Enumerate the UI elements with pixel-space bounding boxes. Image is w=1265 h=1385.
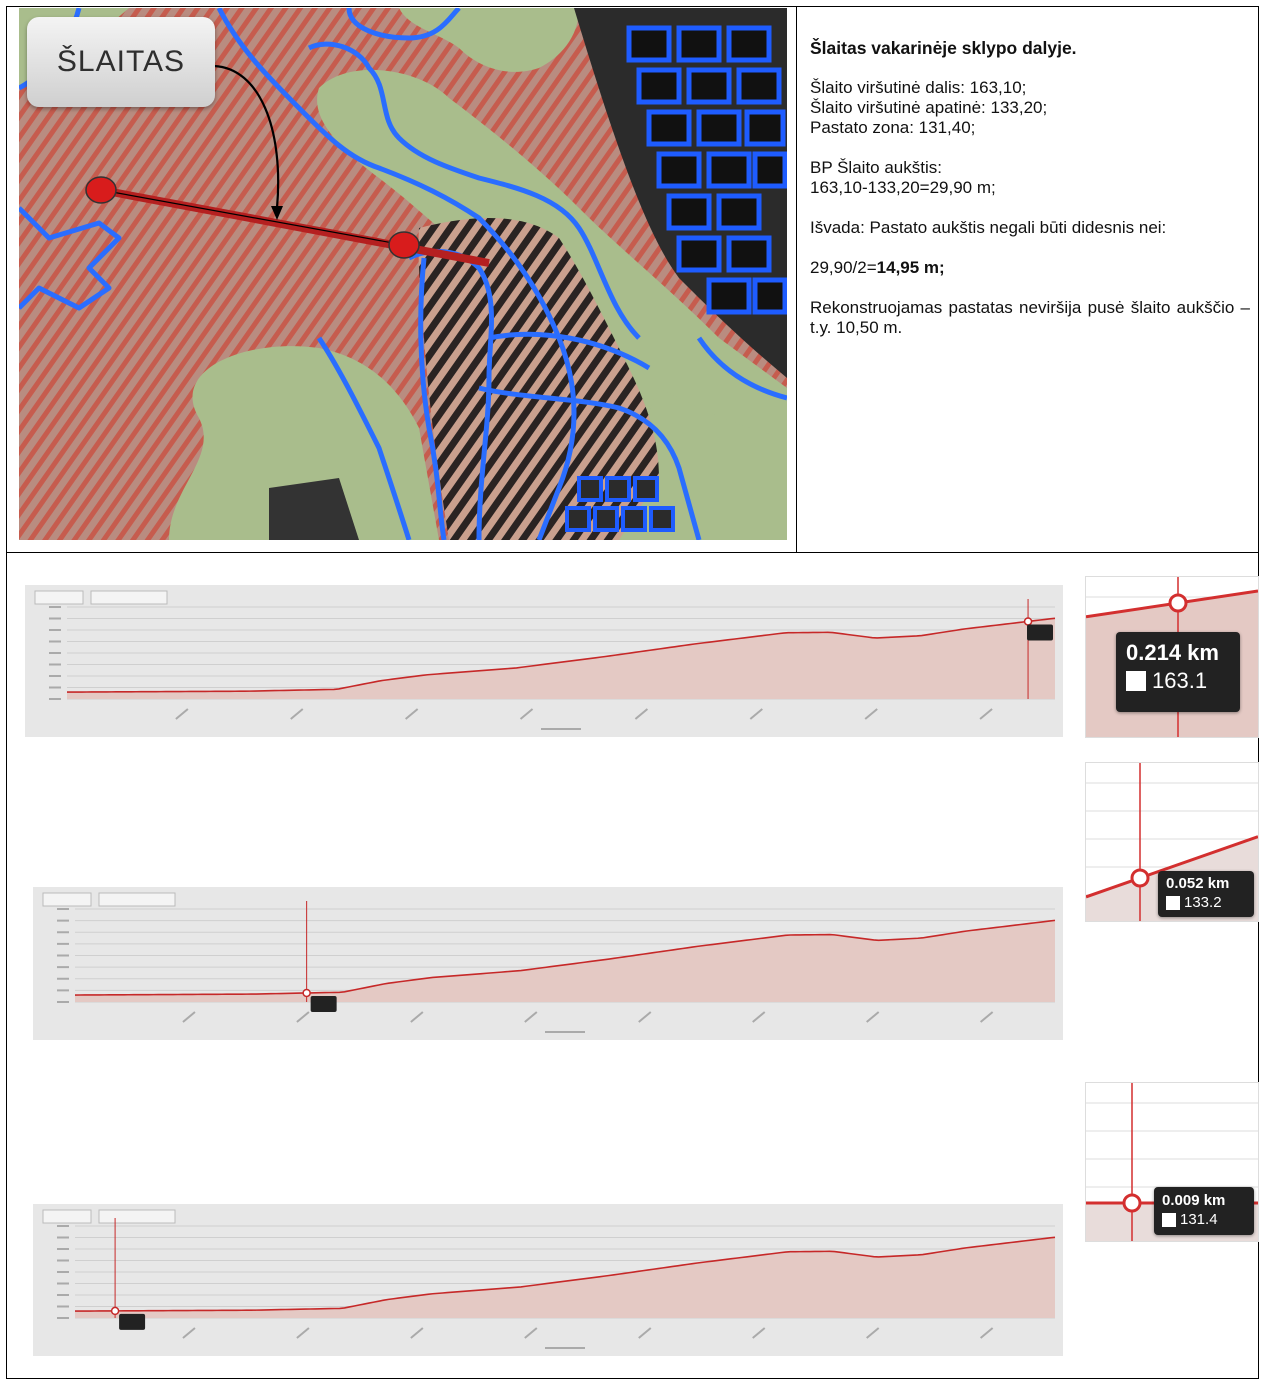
conclusion-text: Išvada: Pastato aukštis negali būti dide… (810, 218, 1167, 237)
marker-point (1122, 1193, 1142, 1213)
description-heading: Šlaitas vakarinėje sklypo dalyje. (810, 38, 1077, 58)
smooth-line-button (90, 590, 168, 605)
slope-callout-label: ŠLAITAS (27, 17, 215, 107)
tooltip-km-2: 0.052 km (1166, 875, 1230, 892)
x-tick-label (524, 1327, 538, 1339)
smooth-line-button (98, 892, 176, 907)
x-tick-label (638, 1327, 652, 1339)
x-tick-label (864, 708, 878, 720)
x-tick-label (752, 1011, 766, 1023)
x-tick-label (296, 1327, 310, 1339)
legend-square-icon (1166, 895, 1180, 910)
final-statement: Rekonstruojamas pastatas neviršija pusė … (810, 298, 1250, 337)
x-tick-label (182, 1011, 196, 1023)
zoom-button (42, 892, 92, 907)
profile-area (67, 618, 1055, 699)
profile-line (74, 919, 1056, 996)
profile-line (74, 1236, 1056, 1312)
x-tick-label (175, 708, 189, 720)
zoom-button (34, 590, 84, 605)
profile-svg (42, 1209, 1056, 1349)
x-tick-label (979, 1327, 994, 1339)
elevation-values: Šlaito viršutinė dalis: 163,10; Šlaito v… (810, 78, 1250, 138)
building-zone-line: Pastato zona: 131,40; (810, 118, 976, 137)
marker-point (110, 1306, 120, 1316)
elevation-profile-chart-1 (25, 585, 1063, 737)
marker-tooltip (310, 995, 337, 1012)
marker-point (1130, 868, 1150, 888)
profile-area (75, 1237, 1055, 1318)
result-prefix: 29,90/2= (810, 258, 877, 277)
marker-point (1023, 617, 1033, 626)
result-line: 29,90/2=14,95 m; (810, 258, 1250, 278)
marker-tooltip (1027, 624, 1053, 641)
marker-tooltip (119, 1313, 146, 1330)
marker-point (302, 988, 311, 998)
tooltip-value-3: 131.4 (1180, 1211, 1218, 1228)
zoom-inset-1: 0.214 km 163.1 (1085, 576, 1259, 738)
table-divider-vertical (796, 6, 797, 553)
zoom-inset-3: 0.009 km 131.4 (1085, 1082, 1259, 1242)
x-tick-label (296, 1011, 310, 1023)
zoom-inset-2: 0.052 km 133.2 (1085, 762, 1259, 922)
x-tick-label (290, 708, 304, 720)
x-tick-label (638, 1011, 652, 1023)
x-tick-label (182, 1327, 196, 1339)
slope-height-label: BP Šlaito aukštis: (810, 158, 942, 177)
zoom-tooltip-2: 0.052 km 133.2 (1158, 871, 1254, 917)
tooltip-km-1: 0.214 km (1126, 640, 1219, 665)
profile-area (75, 920, 1055, 1002)
x-tick-label (634, 708, 649, 720)
elevation-profile-chart-3 (33, 1204, 1063, 1356)
zoom-tooltip-1: 0.214 km 163.1 (1116, 632, 1240, 712)
zoom-button (42, 1209, 92, 1224)
legend-square-icon (1126, 671, 1146, 691)
x-tick-label (410, 1011, 424, 1023)
result-value: 14,95 m; (876, 258, 945, 277)
legend-square-icon (1162, 1212, 1176, 1227)
profile-line (1086, 835, 1258, 899)
x-tick-label (979, 708, 993, 720)
table-divider-horizontal (6, 552, 1259, 553)
slope-height: BP Šlaito aukštis: 163,10-133,20=29,90 m… (810, 158, 1250, 198)
profile-line (66, 617, 1056, 693)
tooltip-value-1: 163.1 (1152, 668, 1208, 693)
x-tick-label (524, 1011, 538, 1023)
x-tick-label (519, 708, 534, 720)
x-tick-label (749, 708, 763, 720)
zoom-tooltip-3: 0.009 km 131.4 (1154, 1187, 1254, 1235)
description-panel: Šlaitas vakarinėje sklypo dalyje. Šlaito… (810, 30, 1250, 358)
x-tick-label (405, 708, 419, 720)
x-tick-label (866, 1327, 880, 1339)
x-tick-label (866, 1011, 880, 1023)
x-tick-label (752, 1327, 766, 1339)
profile-svg (34, 590, 1056, 730)
top-elevation-line: Šlaito viršutinė dalis: 163,10; (810, 78, 1027, 97)
tooltip-value-2: 133.2 (1184, 894, 1222, 911)
elevation-profile-chart-2 (33, 887, 1063, 1040)
marker-point (1168, 593, 1188, 613)
tooltip-km-3: 0.009 km (1162, 1192, 1226, 1209)
profile-svg (42, 892, 1056, 1033)
bottom-elevation-line: Šlaito viršutinė apatinė: 133,20; (810, 98, 1048, 117)
x-tick-label (410, 1327, 424, 1339)
slope-height-calc: 163,10-133,20=29,90 m; (810, 178, 996, 197)
x-tick-label (979, 1011, 994, 1023)
smooth-line-button (98, 1209, 176, 1224)
slope-map (19, 8, 787, 540)
